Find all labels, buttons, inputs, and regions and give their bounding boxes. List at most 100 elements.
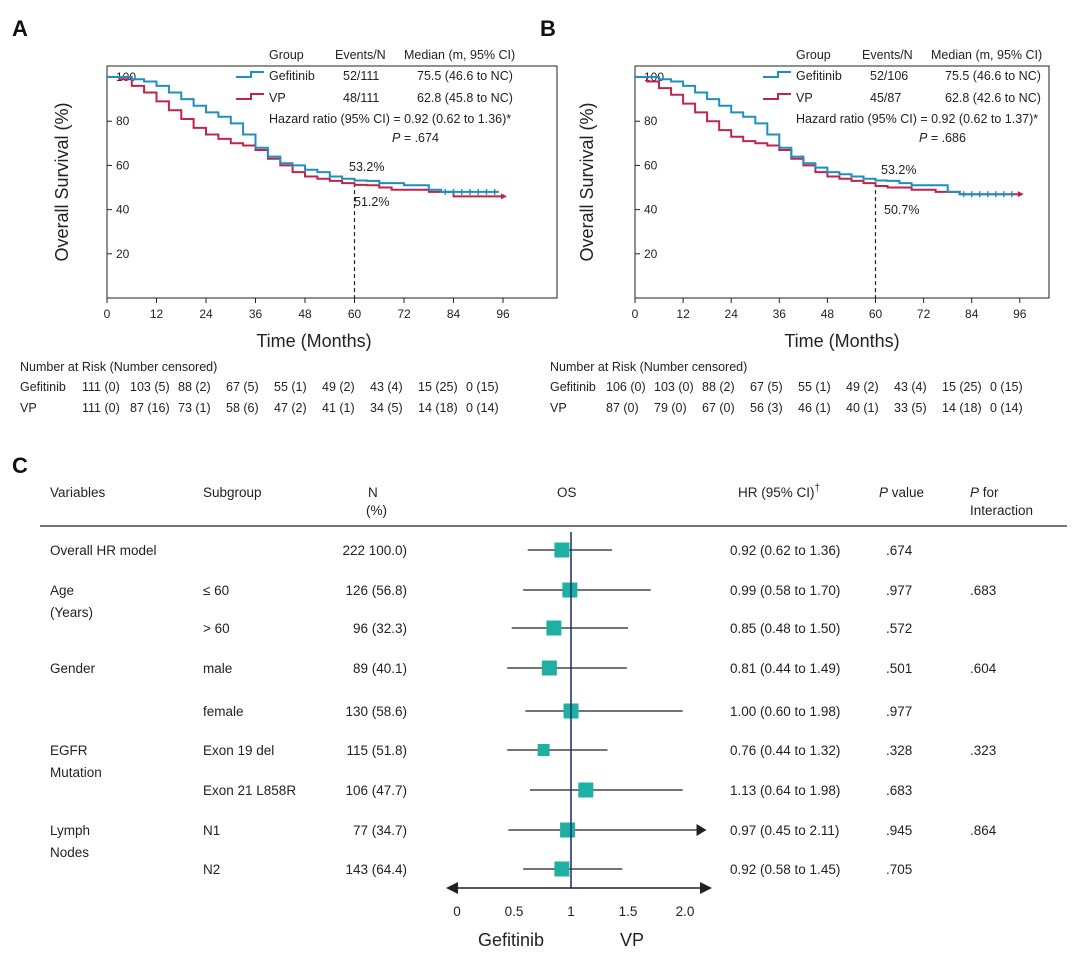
risk-cell: 43 (4) [894,380,927,394]
row-subgroup: > 60 [203,621,230,636]
x-tick-label-12: 12 [676,307,690,321]
row-p-value: .501 [886,661,912,676]
risk-cell: 0 (15) [990,380,1023,394]
row-subgroup: N2 [203,862,220,877]
legend-median-vp: 62.8 (42.6 to NC) [945,91,1041,105]
header-pint-italic: P [970,485,979,500]
favors-gefitinib-label: Gefitinib [478,930,544,950]
row-variable: Age [50,583,74,598]
forest-x-tick-label: 1.5 [619,904,638,919]
row-hr-ci: 0.85 (0.48 to 1.50) [730,621,840,636]
x-ticks-b: 0 12 24 36 48 60 72 84 96 [632,298,1027,321]
vp-curve-end [501,193,507,200]
legend-header-events: Events/N [862,48,913,62]
row-p-interaction: .683 [970,583,996,598]
risk-cell: 88 (2) [702,380,735,394]
legend-header-median: Median (m, 95% CI) [404,48,515,62]
row-p-value: .572 [886,621,912,636]
p-value: = .686 [927,131,966,145]
hr-marker [554,861,570,877]
row-p-value: .945 [886,823,912,838]
km-curve-gefitinib-b [635,76,1012,196]
risk-cell: 0 (14) [990,401,1023,415]
hr-marker [578,782,594,798]
forest-x-tick-label: 1 [567,904,575,919]
legend-name-vp: VP [269,91,286,105]
x-axis-title-b: Time (Months) [784,331,899,351]
row-variable-line2: Nodes [50,845,89,860]
risk-table-title: Number at Risk (Number censored) [550,360,747,374]
risk-cell: 34 (5) [370,401,403,415]
row-p-value: .705 [886,862,912,877]
ci-arrow [696,824,707,836]
legend-a: Group Events/N Median (m, 95% CI) Gefiti… [236,48,515,145]
legend-header-group: Group [796,48,831,62]
risk-cell: 41 (1) [322,401,355,415]
header-subgroup: Subgroup [203,485,262,500]
annotation-gefitinib-60mo-b: 53.2% [881,163,916,177]
risk-cell: 46 (1) [798,401,831,415]
row-n: 130 (58.6) [345,704,407,719]
row-subgroup: Exon 19 del [203,743,274,758]
row-variable-line2: Mutation [50,765,102,780]
x-tick-label-60: 60 [348,307,362,321]
plot-frame-a [106,65,558,299]
x-tick-label-48: 48 [821,307,835,321]
x-tick-label-60: 60 [869,307,883,321]
risk-cell: 55 (1) [274,380,307,394]
panel-c-label: C [12,453,28,478]
vp-curve-end [1017,191,1024,198]
risk-cell: 103 (5) [130,380,170,394]
legend-median-vp: 62.8 (45.8 to NC) [417,91,513,105]
row-n: 106 (47.7) [345,783,407,798]
risk-cell: 111 (0) [82,380,120,394]
row-n: 222 100.0) [342,543,407,558]
row-p-value: .977 [886,704,912,719]
legend-swatch-gefitinib [236,71,264,78]
row-p-value: .328 [886,743,912,758]
x-tick-label-0: 0 [632,307,639,321]
header-variables: Variables [50,485,106,500]
x-tick-label-96: 96 [496,307,510,321]
risk-cell: 43 (4) [370,380,403,394]
hazard-ratio-text: Hazard ratio (95% CI) = 0.92 (0.62 to 1.… [269,112,511,126]
risk-row-label-gefitinib: Gefitinib [20,380,66,394]
risk-cell: 111 (0) [82,401,120,415]
p-value-text: P = .686 [919,131,966,145]
hr-marker [546,620,562,636]
header-n-pct: (%) [366,503,387,518]
risk-cell: 56 (3) [750,401,783,415]
censor-marks-a [444,188,507,200]
row-n: 77 (34.7) [353,823,407,838]
y-axis-title-b: Overall Survival (%) [577,102,597,261]
row-subgroup: Exon 21 L858R [203,783,296,798]
risk-cell: 49 (2) [846,380,879,394]
hr-marker [554,542,570,558]
risk-cell: 0 (14) [466,401,499,415]
x-tick-label-12: 12 [150,307,164,321]
axis-arrow-right [700,882,712,894]
x-tick-label-48: 48 [298,307,312,321]
row-hr-ci: 0.92 (0.62 to 1.36) [730,543,840,558]
risk-row-label-gefitinib: Gefitinib [550,380,596,394]
y-tick-label-80: 80 [116,114,130,128]
legend-name-gefitinib: Gefitinib [796,69,842,83]
x-tick-label-72: 72 [397,307,411,321]
legend-name-vp: VP [796,91,813,105]
legend-events-vp: 48/111 [343,91,379,105]
y-axis-title-a: Overall Survival (%) [52,102,72,261]
row-variable-line2: (Years) [50,605,93,620]
x-tick-label-36: 36 [249,307,263,321]
legend-swatch-vp [236,93,264,100]
favors-vp-label: VP [620,930,644,950]
y-tick-label-40: 40 [116,203,130,217]
panel-a-label: A [12,16,28,41]
row-variable: EGFR [50,743,88,758]
y-tick-label-60: 60 [116,158,130,172]
row-n: 126 (56.8) [345,583,407,598]
y-tick-label-40: 40 [644,203,658,217]
